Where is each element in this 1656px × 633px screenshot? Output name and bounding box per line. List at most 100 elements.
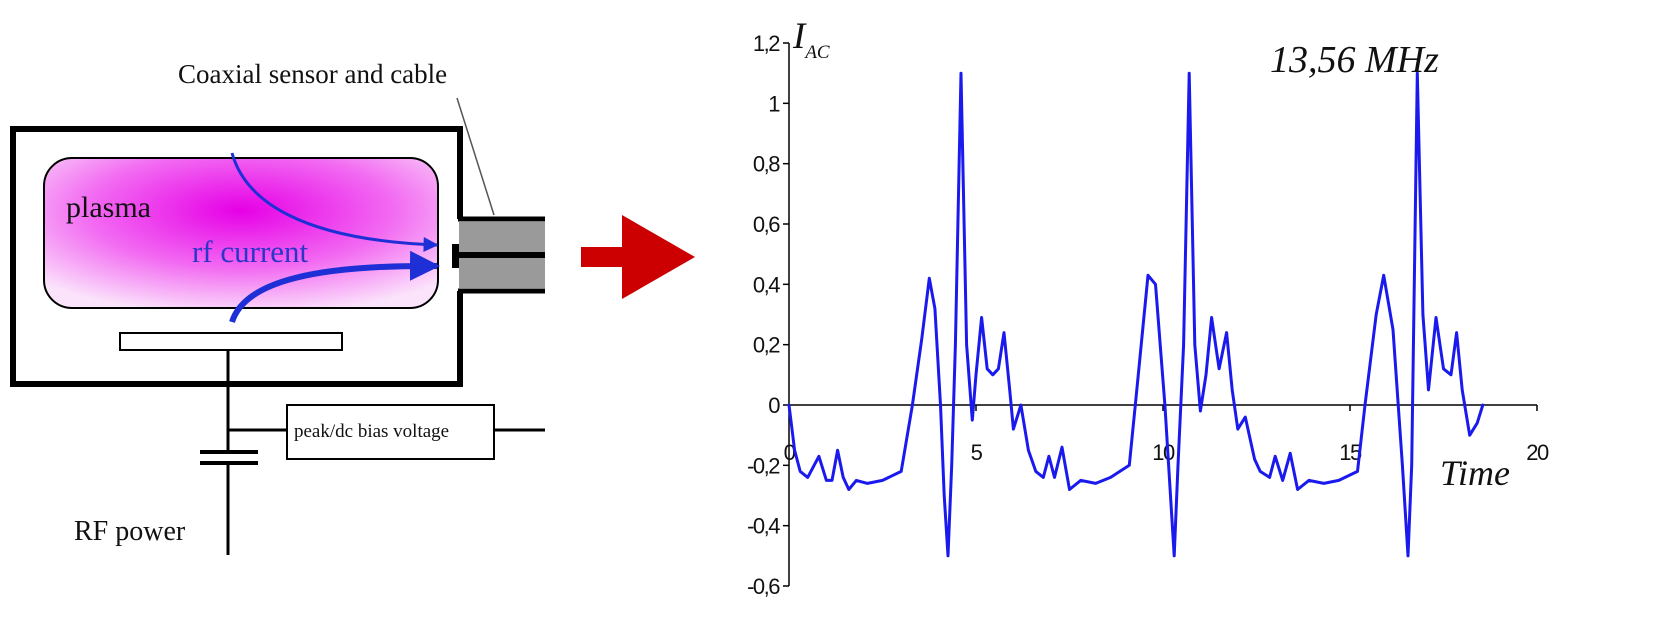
data-point xyxy=(1193,343,1196,346)
data-point xyxy=(1068,488,1071,491)
data-point xyxy=(928,277,931,280)
data-point xyxy=(1173,554,1176,558)
y-tick-label: 0,6 xyxy=(753,212,780,237)
data-point xyxy=(1053,476,1056,479)
data-point xyxy=(1060,446,1064,449)
data-point xyxy=(1421,313,1425,316)
data-point xyxy=(1268,476,1271,479)
y-tick-label: 1,2 xyxy=(753,31,780,56)
data-point xyxy=(991,373,995,377)
data-point xyxy=(1109,476,1112,479)
data-point xyxy=(1034,470,1038,473)
data-point xyxy=(959,71,963,75)
data-point xyxy=(1434,316,1438,319)
y-tick-label: -0,2 xyxy=(747,453,780,478)
data-point xyxy=(943,494,946,497)
x-tick-label: 10 xyxy=(1152,440,1175,465)
data-point xyxy=(1468,433,1471,437)
data-point xyxy=(1199,409,1202,413)
data-point xyxy=(1230,388,1234,392)
data-point xyxy=(1475,421,1479,425)
data-point xyxy=(806,476,809,479)
data-point xyxy=(1182,343,1185,346)
data-point xyxy=(1187,71,1191,75)
data-point xyxy=(1008,388,1011,392)
data-point xyxy=(1406,554,1410,558)
plasma-label: plasma xyxy=(66,191,151,224)
data-point xyxy=(1449,373,1453,377)
data-point xyxy=(1128,464,1131,467)
rf-current-arrow-lower xyxy=(229,250,440,324)
data-point xyxy=(817,455,821,458)
data-point xyxy=(946,554,950,558)
data-point xyxy=(842,476,845,479)
data-point xyxy=(1363,403,1367,407)
data-point xyxy=(1163,403,1167,407)
frequency-annotation: 13,56 MHz xyxy=(1270,39,1439,81)
data-point xyxy=(1042,476,1045,479)
data-point xyxy=(1391,328,1395,331)
y-tick-label: -0,4 xyxy=(747,514,780,539)
data-point xyxy=(866,482,869,485)
data-point xyxy=(971,418,974,422)
data-point xyxy=(1047,455,1051,458)
data-point xyxy=(1176,464,1180,467)
x-tick-label: 20 xyxy=(1526,440,1549,465)
data-point xyxy=(1154,283,1157,286)
data-point xyxy=(1002,331,1006,334)
data-point xyxy=(1427,388,1430,392)
data-point xyxy=(799,470,802,473)
y-tick-label: 0,2 xyxy=(753,333,780,358)
y-axis-title-subscript: AC xyxy=(803,42,830,63)
bias-label: peak/dc bias voltage xyxy=(294,421,449,442)
data-point xyxy=(900,470,903,473)
data-point xyxy=(1146,274,1150,277)
data-point xyxy=(950,464,953,467)
data-point xyxy=(825,479,828,482)
data-point xyxy=(933,307,937,310)
coaxial-sensor xyxy=(452,244,459,268)
x-tick-label: 5 xyxy=(971,440,983,465)
data-point xyxy=(1416,71,1419,75)
data-point xyxy=(1322,482,1326,485)
data-point xyxy=(1461,388,1464,392)
data-point xyxy=(1253,458,1256,461)
data-point xyxy=(1079,479,1082,482)
data-point xyxy=(1012,427,1015,431)
data-point xyxy=(954,343,957,346)
data-point xyxy=(1210,316,1213,319)
reactor-diagram: Coaxial sensor and cable plasma rf curre… xyxy=(10,59,545,555)
data-point xyxy=(793,449,796,452)
data-point xyxy=(1374,313,1378,316)
data-point xyxy=(1356,470,1359,473)
data-point xyxy=(1410,464,1413,467)
rf-power-label: RF power xyxy=(74,516,186,547)
data-point xyxy=(965,343,968,346)
data-point xyxy=(1455,331,1458,334)
y-axis-ticks: 1,2 1 0,8 0,6 0,4 0,2 0 -0,2 -0,4 -0,6 xyxy=(747,31,789,599)
data-point xyxy=(1296,488,1299,491)
data-point xyxy=(1382,274,1385,277)
data-point xyxy=(1481,403,1484,407)
data-point xyxy=(836,449,839,452)
data-point xyxy=(830,479,834,482)
y-axis-title-main: I xyxy=(792,16,807,57)
data-point xyxy=(1135,388,1139,392)
y-tick-label: 0,8 xyxy=(753,152,780,177)
data-point xyxy=(787,403,791,407)
series-line xyxy=(787,71,1485,558)
y-tick-label: 0 xyxy=(768,393,780,418)
current-waveform-chart: 1,210,80,60,40,20-0,2-0,4-0,6 0 5 10 15 20 I… xyxy=(747,16,1550,599)
data-point xyxy=(1204,373,1208,377)
data-point xyxy=(920,337,923,340)
data-point xyxy=(1401,464,1404,467)
x-axis-title: Time xyxy=(1440,453,1510,493)
data-point xyxy=(980,316,983,319)
data-point xyxy=(1217,367,1221,370)
series-points xyxy=(787,71,1484,558)
data-point xyxy=(1337,479,1340,482)
data-point xyxy=(855,479,858,482)
data-point xyxy=(1259,470,1262,473)
data-point xyxy=(1307,479,1311,482)
